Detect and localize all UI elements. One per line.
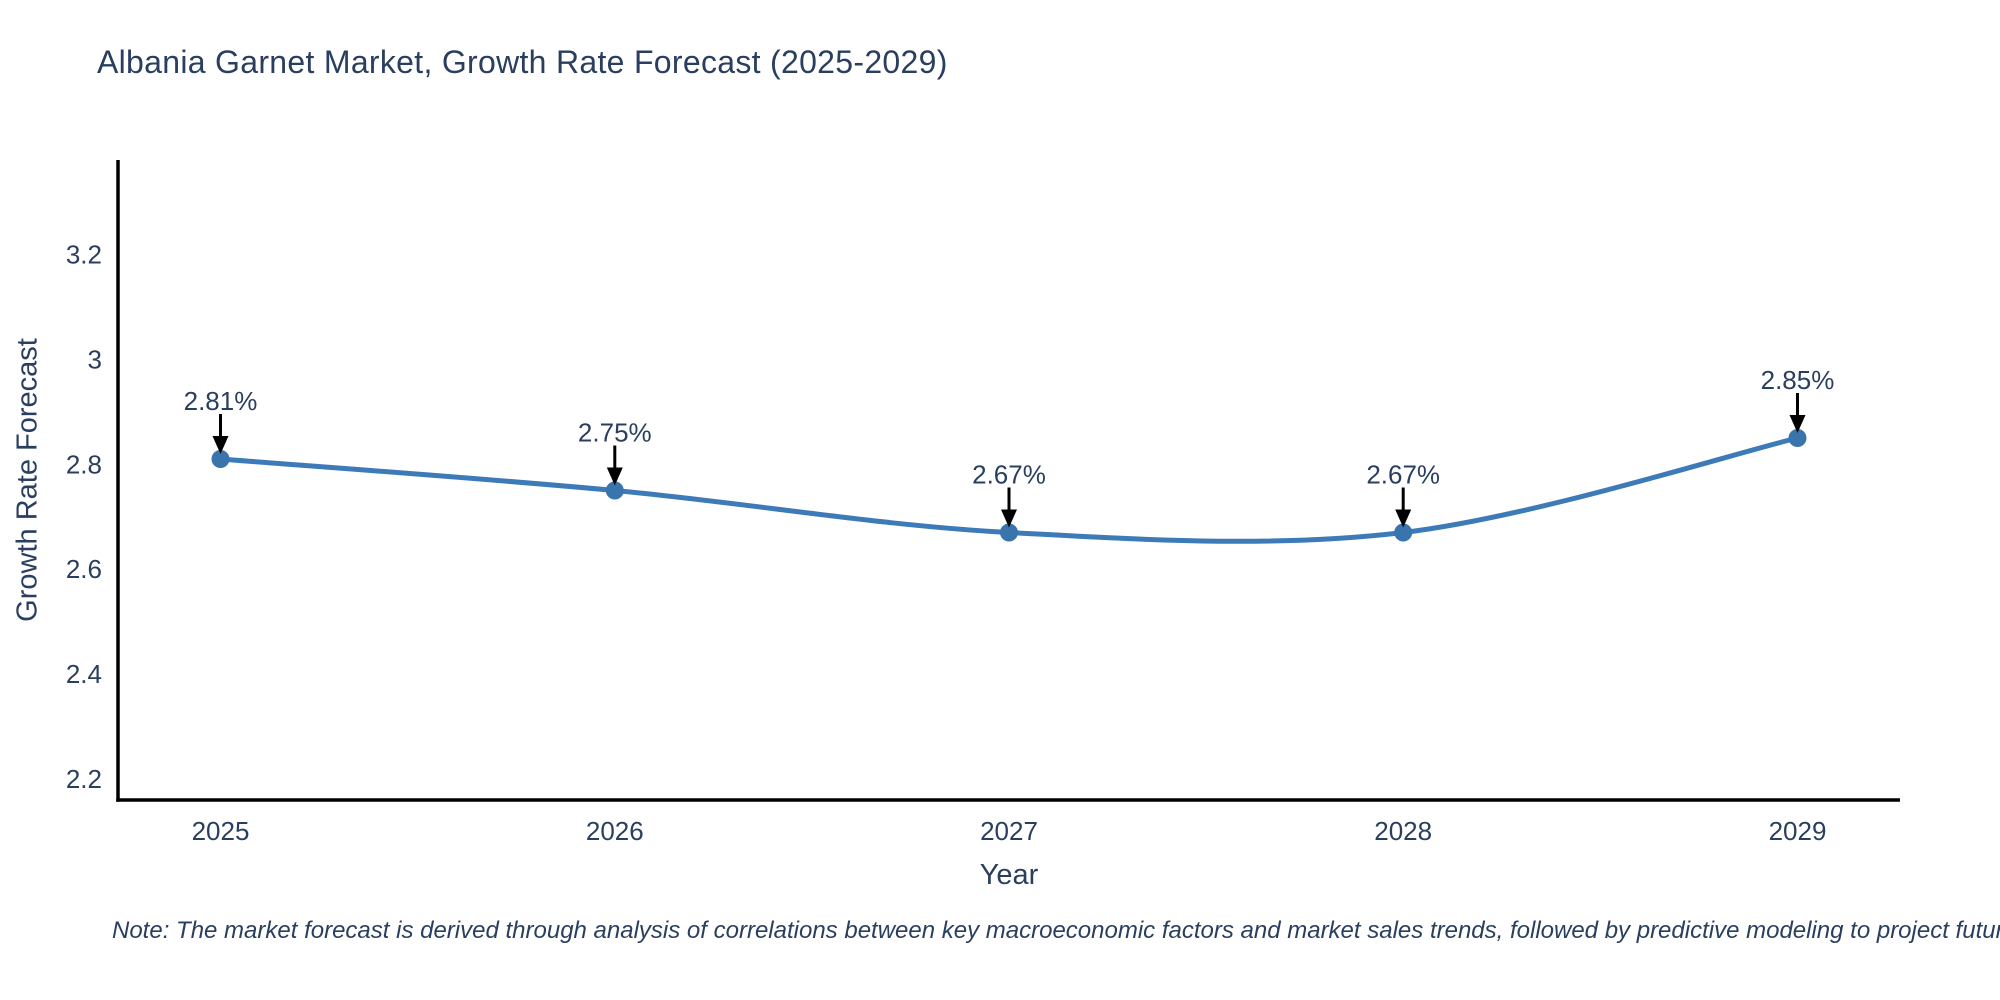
annotation-label: 2.81% (184, 386, 258, 416)
data-point-marker (1000, 523, 1018, 542)
annotation-label: 2.67% (972, 460, 1046, 490)
data-point-marker (1788, 429, 1807, 447)
y-tick-label: 2.2 (66, 764, 102, 794)
x-tick-label: 2025 (192, 816, 250, 846)
x-tick-label: 2027 (980, 816, 1038, 846)
y-tick-label: 2.8 (66, 449, 102, 479)
x-tick-label: 2028 (1374, 816, 1432, 846)
y-tick-label: 3.2 (66, 239, 102, 269)
y-tick-label: 2.4 (66, 659, 102, 689)
footnote: Note: The market forecast is derived thr… (112, 917, 2000, 944)
annotation-label: 2.67% (1366, 460, 1440, 490)
x-tick-label: 2026 (586, 816, 644, 846)
annotation-arrowhead (1395, 509, 1412, 528)
annotation-label: 2.75% (578, 418, 652, 448)
annotation-arrowhead (606, 467, 623, 486)
annotation-label: 2.85% (1761, 365, 1835, 395)
annotation-arrowhead (1789, 415, 1806, 433)
x-axis-title: Year (979, 859, 1039, 891)
data-point-marker (211, 450, 230, 468)
data-point-marker (1394, 523, 1413, 542)
y-tick-label: 3 (88, 344, 102, 374)
chart-title: Albania Garnet Market, Growth Rate Forec… (97, 44, 948, 80)
annotation-arrowhead (212, 436, 229, 454)
data-point-marker (605, 481, 624, 500)
annotation-arrowhead (1001, 509, 1017, 528)
y-tick-label: 2.6 (66, 554, 102, 584)
x-tick-label: 2029 (1769, 816, 1827, 846)
